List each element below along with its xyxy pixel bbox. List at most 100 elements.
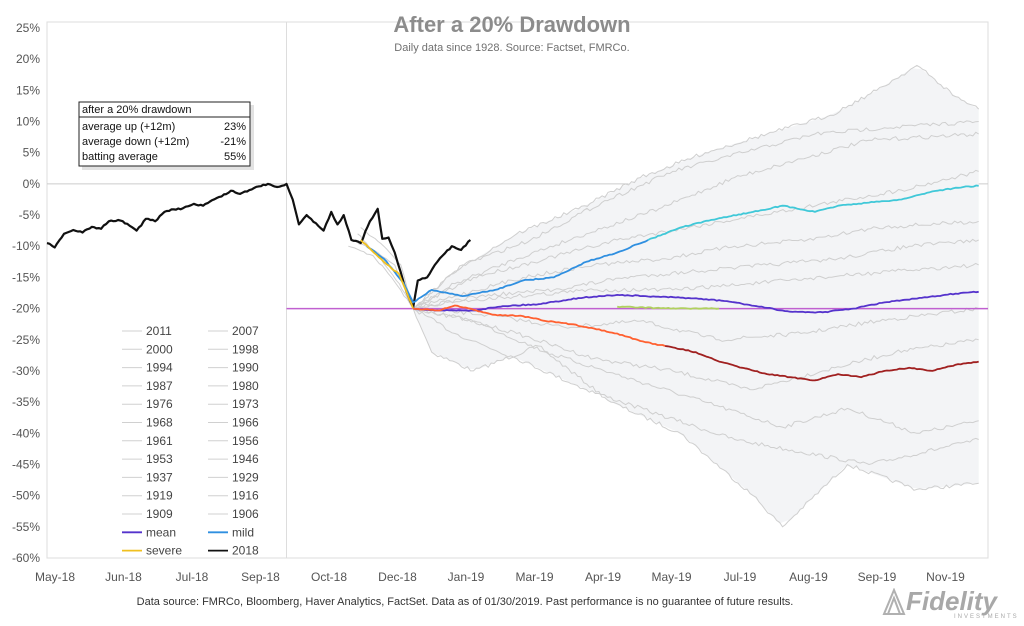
y-tick-label: -45% <box>12 457 40 471</box>
x-tick-label: Sep-18 <box>241 570 280 584</box>
stats-row-value: -21% <box>220 136 246 148</box>
y-tick-label: -5% <box>19 208 41 222</box>
stats-row-value: 55% <box>224 151 246 163</box>
legend-label-1961: 1961 <box>146 434 173 448</box>
legend-label-1998: 1998 <box>232 342 259 356</box>
series-line-severe <box>413 304 666 347</box>
legend-label-1990: 1990 <box>232 361 259 375</box>
fidelity-logo-sub: INVESTMENTS <box>954 614 1019 620</box>
historical-lead-line <box>348 245 414 309</box>
historical-line-1937 <box>412 308 979 466</box>
stats-box-frame <box>78 101 251 167</box>
x-tick-label: Jun-18 <box>105 570 142 584</box>
historical-line-1998 <box>413 220 979 310</box>
x-tick-label: Jul-18 <box>176 570 209 584</box>
series-line-severe <box>664 345 979 382</box>
historical-line-1966 <box>412 169 979 309</box>
footer-source: Data source: FMRCo, Bloomberg, Haver Ana… <box>136 596 794 608</box>
historical-line-1929 <box>412 308 979 528</box>
series-line-mild <box>647 184 979 241</box>
y-tick-label: 0% <box>23 177 41 191</box>
x-tick-label: Jul-19 <box>724 570 757 584</box>
axis-layer: 25% 20% 15% 10% 5% 0% -5% -10% -15% -20% -25% -30% -… <box>12 21 965 584</box>
legend-label-1919: 1919 <box>146 489 173 503</box>
x-tick-label: Oct-18 <box>311 570 347 584</box>
legend-label-1953: 1953 <box>146 452 173 466</box>
historical-line-1990 <box>412 120 979 310</box>
y-tick-label: 10% <box>16 115 40 129</box>
historical-line-1994 <box>413 262 979 310</box>
legend-label-1966: 1966 <box>232 416 259 430</box>
x-tick-label: Aug-19 <box>789 570 828 584</box>
legend-label-1968: 1968 <box>146 416 173 430</box>
y-tick-label: -35% <box>12 395 40 409</box>
historical-range-band <box>413 68 979 524</box>
historical-line-1982 <box>412 64 980 309</box>
series-line-mild <box>366 239 649 304</box>
legend-label-mild: mild <box>232 525 254 539</box>
y-tick-label: 25% <box>16 21 40 35</box>
legend-label-mean: mean <box>146 525 176 539</box>
historical-lead-line <box>360 227 414 309</box>
legend-label-1946: 1946 <box>232 452 259 466</box>
y-tick-label: -10% <box>12 239 40 253</box>
fidelity-logo-word: Fidelity <box>906 586 998 616</box>
legend-label-1916: 1916 <box>232 489 259 503</box>
stats-row-label: average down (+12m) <box>82 136 189 148</box>
historical-line-2007 <box>413 308 979 391</box>
y-tick-label: -60% <box>12 551 40 565</box>
series-line-mean <box>413 290 979 314</box>
historical-lead-line <box>357 233 414 309</box>
fidelity-logo-icon <box>882 588 906 615</box>
plot-frame <box>46 21 989 559</box>
stats-row-value: 23% <box>224 121 246 133</box>
stats-row-label: average up (+12m) <box>82 121 175 133</box>
legend-label-2018: 2018 <box>232 544 259 558</box>
legend-label-2007: 2007 <box>232 324 259 338</box>
y-tick-label: -40% <box>12 426 40 440</box>
legend-label-1973: 1973 <box>232 397 259 411</box>
legend-label-1906: 1906 <box>232 507 259 521</box>
historical-line-1973 <box>412 306 979 434</box>
y-tick-label: -25% <box>12 333 40 347</box>
stats-box: after a 20% drawdown average up (+12m) 23%… <box>78 101 254 170</box>
x-tick-label: Apr-19 <box>585 570 621 584</box>
legend-label-2000: 2000 <box>146 342 173 356</box>
historical-line-2000 <box>412 306 979 342</box>
y-tick-label: 5% <box>23 146 41 160</box>
stats-box-header: after a 20% drawdown <box>82 104 191 116</box>
x-tick-label: May-18 <box>35 570 75 584</box>
x-tick-label: Sep-19 <box>858 570 897 584</box>
x-tick-label: Jan-19 <box>448 570 485 584</box>
legend-label-1994: 1994 <box>146 361 173 375</box>
chart-title: After a 20% Drawdown <box>393 12 630 37</box>
series-line-severe <box>617 305 720 310</box>
legend-label-1956: 1956 <box>232 434 259 448</box>
y-tick-label: -30% <box>12 364 40 378</box>
y-tick-label: -50% <box>12 489 40 503</box>
legend: 2011 2007 2000 1998 1994 1990 1987 1980 1976 1973… <box>122 324 259 558</box>
legend-label-1929: 1929 <box>232 470 259 484</box>
y-tick-label: 15% <box>16 83 40 97</box>
y-tick-label: -55% <box>12 520 40 534</box>
legend-label-2011: 2011 <box>146 324 172 338</box>
series-lines <box>46 182 979 382</box>
y-tick-label: -15% <box>12 270 40 284</box>
series-line-severe <box>360 239 415 309</box>
legend-label-severe: severe <box>146 544 182 558</box>
fidelity-logo: Fidelity INVESTMENTS <box>882 586 1018 620</box>
legend-label-1980: 1980 <box>232 379 259 393</box>
historical-line-1987 <box>412 131 979 310</box>
x-tick-label: May-19 <box>651 570 691 584</box>
legend-label-1976: 1976 <box>146 397 173 411</box>
y-tick-label: 20% <box>16 52 40 66</box>
legend-label-1909: 1909 <box>146 507 173 521</box>
y-tick-label: -20% <box>12 302 40 316</box>
x-tick-label: Nov-19 <box>926 570 965 584</box>
stats-row-label: batting average <box>82 151 158 163</box>
x-tick-label: Mar-19 <box>515 570 553 584</box>
band-layer <box>413 68 979 524</box>
series-line-2018 <box>46 182 472 309</box>
